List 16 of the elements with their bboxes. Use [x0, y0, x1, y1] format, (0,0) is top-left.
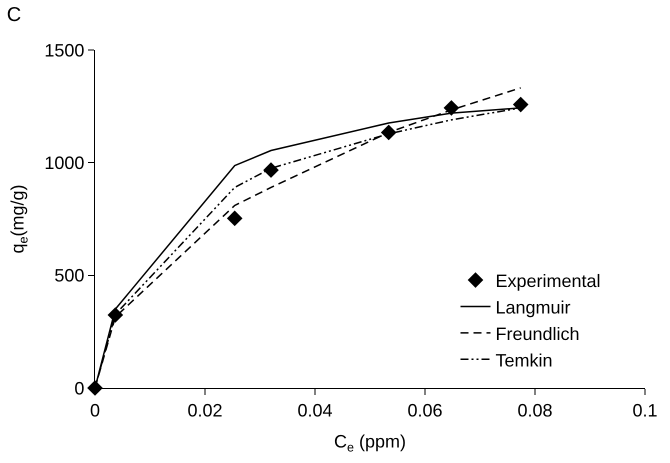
x-tick-label: 0.1 [632, 400, 658, 421]
x-tick-label: 0.02 [187, 400, 223, 421]
x-tick-label: 0 [90, 400, 100, 421]
legend-label: Temkin [496, 350, 553, 370]
x-axis-title: C$_{e}$ (ppm) [334, 432, 406, 454]
x-tick-label: 0.06 [407, 400, 443, 421]
x-tick-label: 0.08 [517, 400, 553, 421]
chart-title: C [6, 4, 22, 26]
x-tick-label: 0.04 [297, 400, 333, 421]
legend-label: Experimental [496, 271, 601, 292]
y-tick-label: 1500 [44, 40, 84, 60]
y-tick-label: 0 [74, 378, 84, 398]
y-tick-label: 500 [54, 266, 84, 286]
y-tick-label: 1000 [44, 152, 84, 173]
legend-label: Freundlich [496, 324, 580, 344]
legend-label: Langmuir [496, 297, 571, 318]
